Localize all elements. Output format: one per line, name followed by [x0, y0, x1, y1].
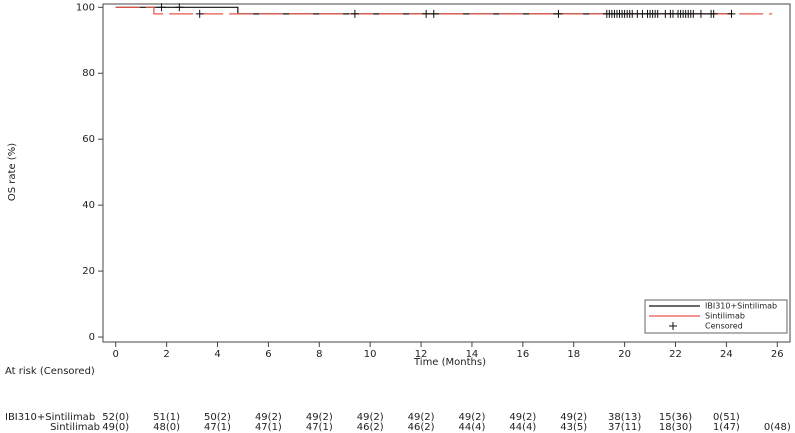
y-tick-label: 100	[76, 2, 95, 13]
y-tick-label: 0	[89, 332, 95, 343]
at-risk-cell: 18(30)	[659, 422, 692, 433]
x-axis-label: Time (Months)	[413, 357, 486, 368]
x-tick-label: 26	[771, 349, 784, 360]
at-risk-cell: 50(2)	[204, 412, 231, 423]
x-tick-label: 2	[163, 349, 169, 360]
at-risk-cell: 47(1)	[255, 422, 282, 433]
censor-mark	[429, 9, 438, 18]
x-tick-label: 10	[364, 349, 377, 360]
x-tick-label: 14	[466, 349, 479, 360]
censor-mark	[653, 9, 662, 18]
x-tick-label: 22	[669, 349, 682, 360]
at-risk-cell: 1(47)	[713, 422, 740, 433]
y-tick-label: 40	[82, 200, 95, 211]
at-risk-cell: 52(0)	[102, 412, 129, 423]
at-risk-row-label: IBI310+Sintilimab	[5, 412, 95, 423]
at-risk-cell: 49(2)	[306, 412, 333, 423]
at-risk-cell: 46(2)	[357, 422, 384, 433]
y-axis-label: OS rate (%)	[7, 143, 18, 201]
censor-mark	[709, 9, 718, 18]
x-tick-label: 4	[214, 349, 220, 360]
at-risk-cell: 49(2)	[357, 412, 384, 423]
legend-label: Censored	[705, 322, 743, 331]
plot-frame	[102, 3, 791, 343]
at-risk-cell: 46(2)	[408, 422, 435, 433]
censor-mark	[157, 3, 166, 12]
censor-mark	[696, 9, 705, 18]
at-risk-cell: 44(4)	[509, 422, 536, 433]
at-risk-cell: 47(1)	[306, 422, 333, 433]
x-tick-label: 12	[415, 349, 428, 360]
legend-label: Sintilimab	[705, 312, 745, 321]
survival-line	[115, 6, 773, 15]
x-tick-label: 18	[567, 349, 580, 360]
legend-censor	[669, 322, 677, 330]
x-tick-label: 6	[265, 349, 271, 360]
at-risk-cell: 0(51)	[713, 412, 740, 423]
y-tick-label: 80	[82, 68, 95, 79]
censor-mark	[350, 9, 359, 18]
y-tick-label: 60	[82, 134, 95, 145]
x-tick-label: 16	[516, 349, 529, 360]
at-risk-title: At risk (Censored)	[5, 366, 95, 377]
at-risk-cell: 48(0)	[153, 422, 180, 433]
at-risk-cell: 49(2)	[408, 412, 435, 423]
censor-mark	[175, 3, 184, 12]
at-risk-cell: 15(36)	[659, 412, 692, 423]
x-tick-label: 8	[316, 349, 322, 360]
censor-mark	[689, 9, 698, 18]
legend-label: IBI310+Sintilimab	[705, 302, 777, 311]
at-risk-cell: 51(1)	[153, 412, 180, 423]
at-risk-cell: 43(5)	[560, 422, 587, 433]
at-risk-cell: 38(13)	[608, 412, 641, 423]
at-risk-cell: 49(2)	[509, 412, 536, 423]
at-risk-cell: 49(0)	[102, 422, 129, 433]
at-risk-cell: 0(48)	[764, 422, 791, 433]
y-tick-label: 20	[82, 266, 95, 277]
at-risk-cell: 37(11)	[608, 422, 641, 433]
x-tick-label: 0	[113, 349, 119, 360]
at-risk-row-label: Sintilimab	[50, 422, 100, 433]
x-tick-label: 24	[720, 349, 733, 360]
at-risk-cell: 49(2)	[255, 412, 282, 423]
survival-line	[115, 6, 732, 15]
at-risk-cell: 47(1)	[204, 422, 231, 433]
censor-mark	[195, 9, 204, 18]
at-risk-cell: 44(4)	[458, 422, 485, 433]
censor-mark	[554, 9, 563, 18]
censor-mark	[727, 9, 736, 18]
at-risk-cell: 49(2)	[560, 412, 587, 423]
x-tick-label: 20	[618, 349, 631, 360]
censor-mark	[422, 9, 431, 18]
at-risk-cell: 49(2)	[458, 412, 485, 423]
